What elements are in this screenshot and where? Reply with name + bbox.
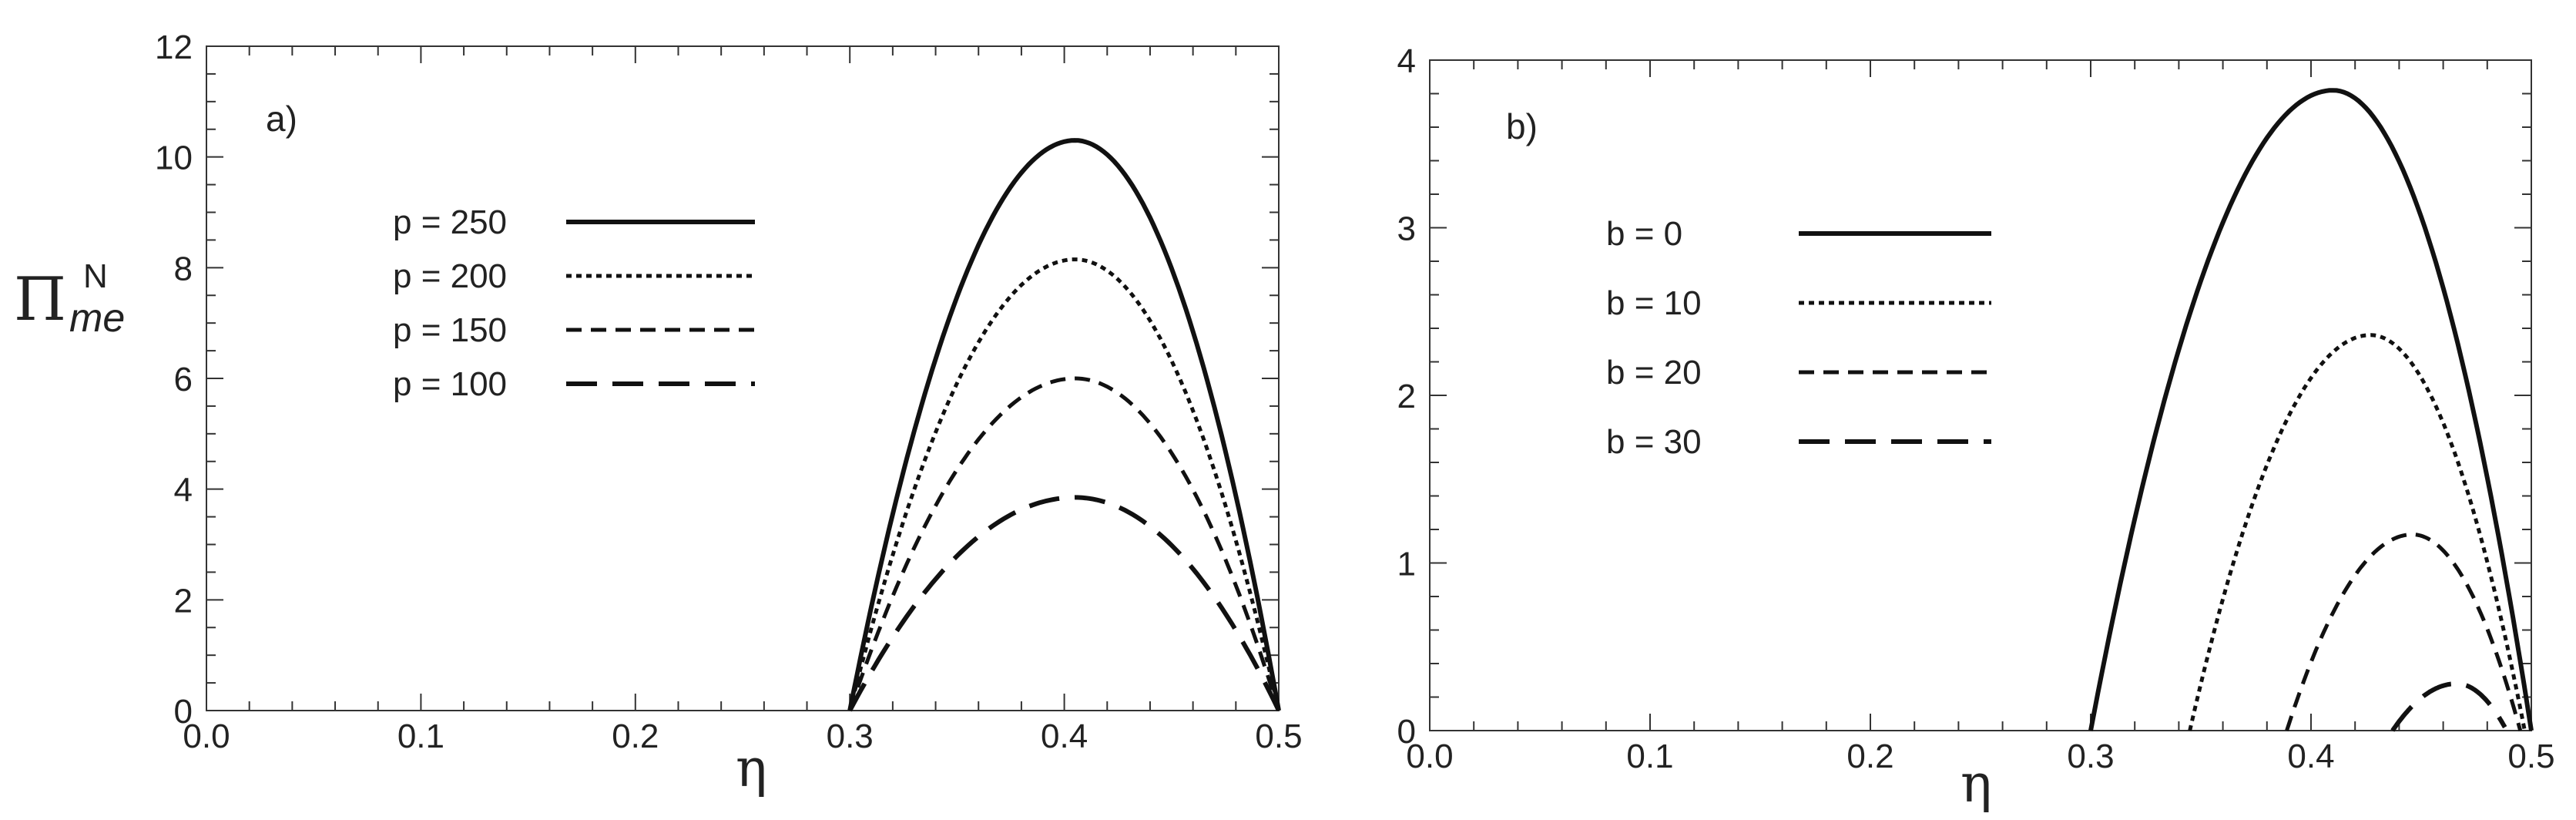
legend-label: p = 100 [393, 365, 507, 403]
x-tick-label: 0.3 [2067, 738, 2114, 775]
y-tick-label: 2 [1397, 378, 1416, 415]
x-tick-labels: 0.0 0.1 0.2 0.3 0.4 0.5 [183, 718, 1302, 755]
series-line [2188, 333, 2527, 731]
legend: p = 250 p = 200 p = 150 p = 100 [393, 203, 755, 403]
x-tick-labels: 0.0 0.1 0.2 0.3 0.4 0.5 [1406, 738, 2554, 775]
y-tick-label: 2 [174, 582, 193, 620]
legend-label: p = 150 [393, 311, 507, 349]
series-line [847, 495, 1281, 712]
series-line [2390, 681, 2507, 732]
legend-label: b = 10 [1606, 284, 1702, 322]
legend-label: p = 250 [393, 203, 507, 241]
y-axis-label-sub: me [69, 296, 125, 341]
series-line [2088, 88, 2534, 731]
x-axis-label: η [736, 738, 767, 799]
x-tick-label: 0.4 [2287, 738, 2334, 775]
y-tick-label: 3 [1397, 210, 1416, 248]
x-tick-label: 0.2 [612, 718, 659, 755]
x-tick-label: 0.4 [1041, 718, 1088, 755]
y-axis-label-sup: N [83, 257, 108, 295]
y-tick-label: 0 [1397, 713, 1416, 751]
x-tick-label: 0.2 [1846, 738, 1893, 775]
x-tick-label: 0.0 [1406, 738, 1453, 775]
legend: b = 0 b = 10 b = 20 b = 30 [1606, 215, 1991, 461]
y-tick-label: 10 [155, 139, 193, 177]
x-tick-label: 0.1 [1626, 738, 1673, 775]
x-tick-label: 0.0 [183, 718, 230, 755]
y-tick-label: 1 [1397, 546, 1416, 583]
axis-ticks [206, 45, 1280, 711]
y-tick-label: 6 [174, 361, 193, 398]
y-axis-label: Π me N [14, 257, 125, 341]
y-tick-label: 4 [174, 472, 193, 509]
y-tick-label: 4 [1397, 42, 1416, 80]
series-line [2285, 533, 2523, 731]
legend-label: b = 0 [1606, 215, 1682, 253]
axis-ticks [1429, 59, 2532, 731]
panel-label: a) [266, 99, 297, 139]
legend-label: b = 20 [1606, 354, 1702, 392]
series-line [847, 257, 1281, 711]
legend-label: p = 200 [393, 257, 507, 295]
x-tick-label: 0.3 [827, 718, 874, 755]
series-line [847, 138, 1281, 711]
y-tick-labels: 0 2 4 6 8 10 12 [155, 29, 193, 731]
x-tick-label: 0.1 [397, 718, 444, 755]
x-tick-label: 0.5 [1255, 718, 1302, 755]
y-tick-label: 8 [174, 250, 193, 287]
data-curves [847, 138, 1281, 712]
x-axis-label: η [1961, 754, 1992, 815]
x-tick-label: 0.5 [2507, 738, 2554, 775]
y-axis-label-main: Π [14, 265, 66, 334]
data-curves [2088, 88, 2534, 732]
y-tick-labels: 0 1 2 3 4 [1397, 42, 1416, 751]
series-line [847, 376, 1281, 711]
legend-label: b = 30 [1606, 423, 1702, 461]
panel-label: b) [1506, 106, 1538, 146]
y-tick-label: 12 [155, 29, 193, 66]
y-tick-label: 0 [174, 693, 193, 731]
